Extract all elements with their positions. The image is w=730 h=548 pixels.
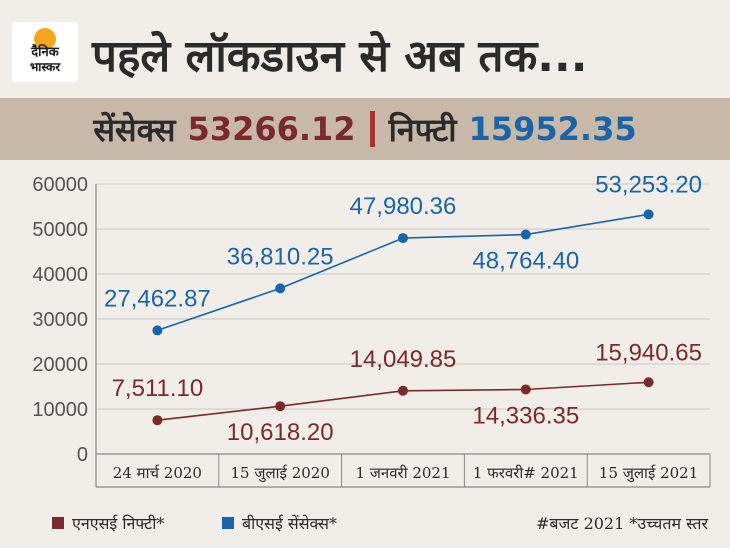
page-title: पहले लॉकडाउन से अब तक... — [92, 31, 588, 82]
index-band: सेंसेक्स 53266.12 निफ्टी 15952.35 — [0, 98, 730, 160]
legend-item-sensex: बीएसई सेंसेक्स* — [222, 512, 337, 534]
data-point — [520, 229, 531, 240]
legend: एनएसई निफ्टी* बीएसई सेंसेक्स* #बजट 2021 … — [0, 500, 730, 540]
data-label: 15,940.65 — [595, 339, 702, 366]
legend-item-nifty: एनएसई निफ्टी* — [52, 512, 164, 534]
logo-text-line2: भास्कर — [29, 60, 61, 74]
header: दैनिक भास्कर पहले लॉकडाउन से अब तक... — [0, 0, 730, 96]
y-tick-label: 50000 — [32, 219, 88, 241]
legend-label-nifty: एनएसई निफ्टी* — [72, 514, 165, 533]
y-tick-label: 60000 — [32, 174, 88, 196]
data-label: 36,810.25 — [227, 243, 334, 270]
x-tick-label: 1 फरवरी# 2021 — [473, 464, 579, 482]
data-label: 7,511.10 — [112, 375, 204, 402]
sensex-value: 53266.12 — [187, 110, 356, 148]
data-point — [275, 401, 286, 412]
data-label: 27,462.87 — [104, 285, 211, 312]
data-point — [643, 209, 654, 220]
data-point — [152, 325, 163, 336]
legend-swatch-sensex — [222, 517, 234, 529]
x-tick-label: 24 मार्च 2020 — [113, 464, 202, 482]
data-point — [520, 384, 531, 395]
data-label: 47,980.36 — [350, 193, 457, 220]
y-tick-label: 40000 — [32, 264, 88, 286]
x-tick-label: 1 जनवरी 2021 — [355, 464, 450, 482]
y-tick-label: 20000 — [32, 354, 88, 376]
y-tick-label: 0 — [77, 444, 88, 466]
data-label: 10,618.20 — [227, 419, 334, 446]
legend-swatch-nifty — [52, 517, 64, 529]
footer-hashtag: #बजट 2021 *उच्चतम स्तर — [536, 514, 708, 533]
data-label: 14,049.85 — [350, 346, 457, 373]
dainik-bhaskar-logo: दैनिक भास्कर — [12, 22, 78, 82]
logo-text-line1: दैनिक — [31, 45, 59, 60]
data-point — [152, 415, 163, 426]
legend-label-sensex: बीएसई सेंसेक्स* — [242, 514, 337, 533]
data-label: 14,336.35 — [472, 402, 579, 429]
x-tick-label: 15 जुलाई 2021 — [599, 464, 698, 483]
sun-icon — [34, 28, 56, 50]
data-label: 48,764.40 — [472, 248, 579, 275]
data-point — [398, 233, 408, 244]
y-tick-label: 10000 — [32, 399, 88, 421]
separator-bar — [369, 111, 375, 147]
y-tick-label: 30000 — [32, 309, 88, 331]
data-label: 53,253.20 — [595, 171, 702, 198]
x-tick-label: 15 जुलाई 2020 — [231, 464, 330, 483]
data-point — [643, 377, 654, 388]
sensex-label: सेंसेक्स — [93, 110, 176, 149]
data-point — [398, 385, 408, 396]
data-point — [275, 283, 286, 294]
nifty-label: निफ्टी — [388, 110, 457, 149]
nifty-value: 15952.35 — [468, 110, 637, 148]
